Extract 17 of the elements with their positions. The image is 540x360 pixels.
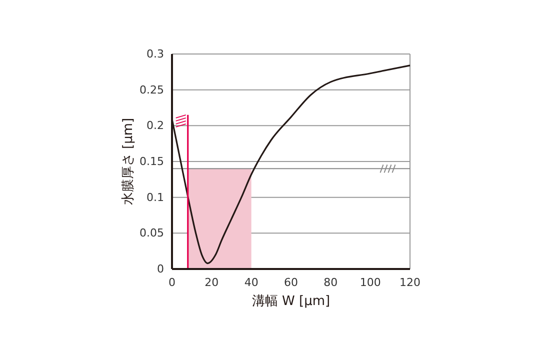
y-tick-label: 0.05 xyxy=(140,226,164,240)
y-tick-label: 0.2 xyxy=(146,119,164,132)
x-tick-label: 80 xyxy=(324,276,338,289)
y-axis-title: 水膜厚さ [μm] xyxy=(121,118,136,206)
x-tick-label: 0 xyxy=(168,276,176,289)
line-series xyxy=(171,64,411,264)
y-tick-label: 0.3 xyxy=(146,48,164,61)
x-tick-label: 100 xyxy=(360,276,381,289)
x-tick-label: 40 xyxy=(244,276,258,289)
x-tick-label: 20 xyxy=(204,276,219,289)
x-axis-title: 溝幅 W [μm] xyxy=(252,294,330,309)
x-tick-label: 120 xyxy=(400,276,420,289)
y-tick-label: 0.25 xyxy=(140,83,164,96)
y-tick-label: 0 xyxy=(157,262,164,276)
x-tick-label: 60 xyxy=(284,276,298,289)
y-tick-label: 0.15 xyxy=(140,155,164,168)
y-tick-label: 0.1 xyxy=(146,190,164,204)
